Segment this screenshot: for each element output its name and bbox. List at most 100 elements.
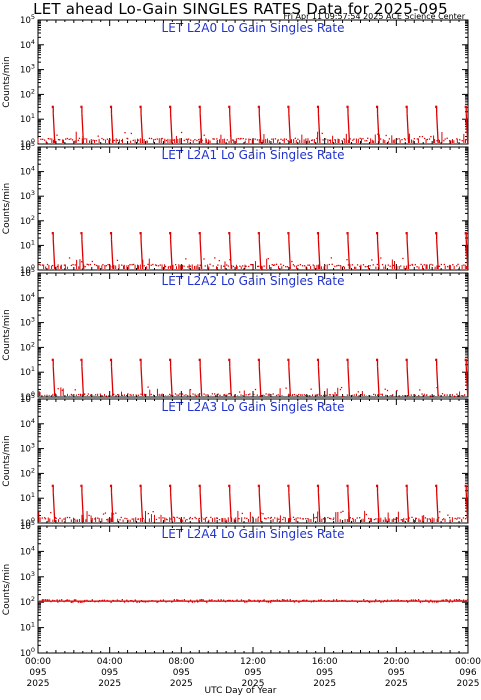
data-point <box>68 599 70 601</box>
data-point <box>437 601 439 603</box>
data-point <box>457 517 459 519</box>
panel-frame <box>37 525 469 654</box>
data-point <box>380 601 382 603</box>
data-point <box>83 601 85 603</box>
data-point <box>124 517 126 520</box>
panel-frame <box>37 146 469 271</box>
data-point <box>177 599 179 601</box>
data-point <box>448 140 451 142</box>
data-point <box>126 599 128 601</box>
data-point <box>408 517 410 519</box>
data-point <box>246 601 248 603</box>
data-point <box>461 140 463 142</box>
y-tick-label: 102 <box>20 466 35 479</box>
y-tick-label: 104 <box>20 544 35 557</box>
data-point <box>185 138 187 140</box>
y-tick-label: 100 <box>20 390 35 403</box>
data-point <box>441 599 443 601</box>
data-point <box>356 517 358 519</box>
data-point <box>47 137 49 140</box>
data-point <box>414 394 416 397</box>
data-point <box>227 265 229 267</box>
data-point <box>328 139 331 142</box>
data-point <box>171 601 173 603</box>
data-point <box>203 393 205 395</box>
data-point <box>332 518 334 521</box>
data-point <box>216 139 219 142</box>
data-spike <box>288 239 291 270</box>
y-tick-label: 100 <box>20 137 35 150</box>
y-tick-label: 105 <box>20 266 35 279</box>
data-point <box>196 599 198 601</box>
data-point <box>316 137 318 140</box>
x-tick-label: 2025 <box>170 679 193 689</box>
data-point <box>66 516 69 519</box>
data-point <box>188 518 191 520</box>
data-point <box>132 139 134 142</box>
data-point <box>309 395 311 397</box>
data-spike <box>406 113 410 144</box>
x-tick-label: 095 <box>29 668 46 678</box>
data-point <box>168 266 170 268</box>
data-point <box>72 601 74 603</box>
data-point <box>385 394 387 397</box>
data-point <box>280 263 282 265</box>
data-point <box>239 138 241 140</box>
x-tick-label: 095 <box>388 668 405 678</box>
data-point <box>179 393 181 395</box>
data-point <box>456 138 458 140</box>
data-point <box>248 599 250 601</box>
data-point <box>344 599 346 602</box>
data-point <box>193 601 196 603</box>
data-spike <box>169 239 173 270</box>
data-point <box>189 516 191 519</box>
data-point <box>307 264 309 266</box>
data-point <box>322 139 324 141</box>
chart-title: LET ahead Lo-Gain SINGLES RATES Data for… <box>33 0 448 18</box>
data-point <box>52 264 54 267</box>
data-point <box>129 394 131 396</box>
data-point <box>66 137 69 140</box>
data-point <box>214 393 216 395</box>
data-point <box>181 393 184 395</box>
data-point <box>414 264 416 266</box>
data-point <box>206 601 208 603</box>
data-point <box>112 513 115 515</box>
data-point <box>401 139 403 141</box>
data-point <box>253 393 255 396</box>
data-point <box>352 139 354 141</box>
x-axis-label: UTC Day of Year <box>204 686 277 696</box>
data-point <box>113 393 115 395</box>
data-point <box>136 601 138 603</box>
data-point <box>249 599 251 602</box>
data-point <box>320 599 322 601</box>
data-point <box>223 265 225 267</box>
data-point <box>181 599 183 602</box>
data-spike <box>347 113 351 144</box>
y-tick-label: 103 <box>20 189 35 202</box>
x-tick-label: 2025 <box>385 679 408 689</box>
data-point <box>263 517 266 519</box>
data-point <box>369 265 371 267</box>
data-point <box>376 263 378 266</box>
data-point <box>66 599 68 601</box>
data-point <box>162 599 165 601</box>
data-point <box>154 138 156 141</box>
data-point <box>145 601 147 603</box>
y-tick-label: 102 <box>20 595 35 608</box>
data-point <box>74 389 76 391</box>
data-point <box>226 264 228 266</box>
y-tick-label: 101 <box>20 621 35 634</box>
data-point <box>357 391 359 393</box>
x-tick-label: 20:00 <box>383 657 409 667</box>
data-point <box>286 266 289 268</box>
data-point <box>95 140 97 142</box>
data-point <box>267 257 269 260</box>
data-point <box>101 599 104 602</box>
data-point <box>231 599 234 602</box>
data-point <box>293 265 296 267</box>
data-point <box>185 394 187 396</box>
data-spike <box>229 113 232 144</box>
data-point <box>276 599 278 601</box>
data-point <box>105 265 107 267</box>
